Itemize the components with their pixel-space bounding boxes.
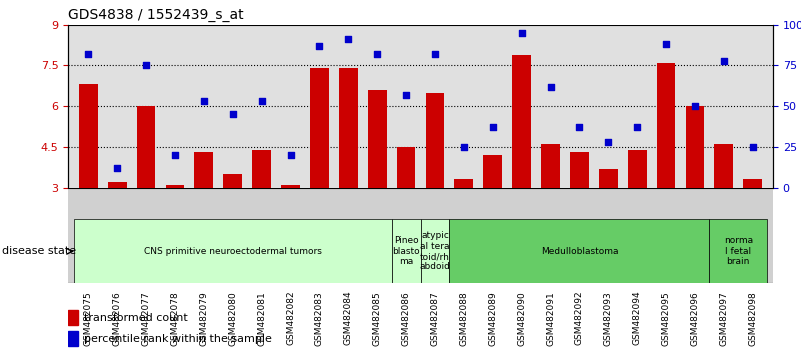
Bar: [686, 106, 704, 188]
Bar: [281, 185, 300, 188]
Bar: [570, 152, 589, 188]
Point: [313, 43, 326, 49]
Point: [515, 30, 528, 36]
Text: CNS primitive neuroectodermal tumors: CNS primitive neuroectodermal tumors: [144, 247, 322, 256]
Bar: [310, 68, 328, 188]
Bar: [368, 90, 387, 188]
Bar: [628, 150, 646, 188]
Point: [284, 152, 297, 158]
Bar: [79, 85, 98, 188]
Point: [227, 112, 239, 117]
Point: [486, 125, 499, 130]
Point: [139, 63, 152, 68]
Bar: [657, 63, 675, 188]
Bar: [137, 106, 155, 188]
Text: transformed count: transformed count: [84, 313, 188, 322]
Point: [111, 165, 123, 171]
Point: [544, 84, 557, 90]
Bar: [454, 179, 473, 188]
Point: [602, 139, 614, 145]
Bar: [223, 174, 242, 188]
Text: atypic
al tera
toid/rh
abdoid: atypic al tera toid/rh abdoid: [420, 231, 450, 272]
Bar: [421, 219, 449, 283]
Point: [82, 51, 95, 57]
Bar: [339, 68, 358, 188]
Bar: [252, 150, 271, 188]
Point: [660, 41, 673, 47]
Point: [342, 36, 355, 42]
Point: [400, 92, 413, 98]
Bar: [483, 155, 502, 188]
Text: GDS4838 / 1552439_s_at: GDS4838 / 1552439_s_at: [68, 8, 244, 22]
Point: [689, 103, 702, 109]
Bar: [743, 179, 762, 188]
Bar: [599, 169, 618, 188]
Point: [198, 98, 211, 104]
Text: norma
l fetal
brain: norma l fetal brain: [724, 236, 753, 266]
Bar: [541, 144, 560, 188]
Bar: [74, 219, 392, 283]
Text: Pineo
blasto
ma: Pineo blasto ma: [392, 236, 420, 266]
Bar: [108, 182, 127, 188]
Bar: [392, 219, 421, 283]
Text: Medulloblastoma: Medulloblastoma: [541, 247, 618, 256]
Point: [256, 98, 268, 104]
Point: [168, 152, 181, 158]
Bar: [425, 93, 445, 188]
Point: [371, 51, 384, 57]
Bar: [68, 331, 78, 346]
Bar: [449, 219, 710, 283]
Point: [747, 144, 759, 150]
Bar: [513, 55, 531, 188]
Point: [718, 58, 731, 63]
Bar: [714, 144, 733, 188]
Point: [573, 125, 586, 130]
Bar: [396, 147, 416, 188]
Bar: [166, 185, 184, 188]
Text: percentile rank within the sample: percentile rank within the sample: [84, 334, 272, 344]
Bar: [68, 310, 78, 325]
Text: disease state: disease state: [2, 246, 76, 256]
Bar: [195, 152, 213, 188]
Point: [630, 125, 643, 130]
Point: [457, 144, 470, 150]
Point: [429, 51, 441, 57]
Bar: [710, 219, 767, 283]
